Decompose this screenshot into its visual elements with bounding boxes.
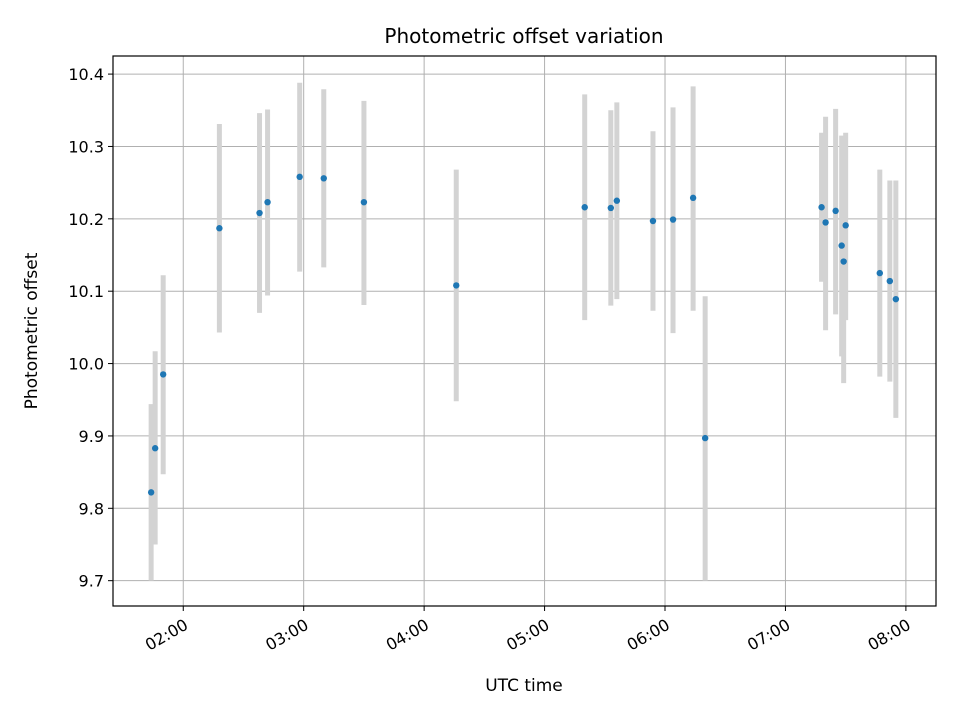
grid-lines: [113, 56, 936, 606]
y-tick-label: 10.0: [68, 355, 104, 374]
y-tick-label: 9.8: [79, 499, 104, 518]
data-point: [838, 242, 845, 249]
data-point: [886, 277, 894, 285]
x-axis-title: UTC time: [485, 676, 563, 696]
data-point: [296, 173, 303, 181]
y-tick-label: 10.2: [68, 210, 104, 229]
data-point: [151, 445, 159, 452]
data-point: [607, 204, 615, 212]
y-tick-label: 9.9: [79, 427, 104, 446]
chart-title: Photometric offset variation: [384, 24, 663, 48]
data-point: [669, 216, 677, 223]
data-point: [876, 269, 883, 277]
data-point: [264, 198, 271, 206]
y-tick-label: 10.4: [68, 65, 104, 84]
data-point: [822, 219, 829, 226]
data-point: [581, 204, 588, 211]
y-axis-title: Photometric offset: [22, 252, 42, 409]
data-point: [159, 371, 167, 378]
data-point: [216, 225, 223, 232]
data-point: [840, 258, 847, 265]
data-point: [701, 434, 709, 442]
data-point: [320, 175, 327, 182]
data-point: [613, 197, 621, 204]
data-point: [892, 295, 900, 303]
data-point: [842, 222, 849, 229]
data-point: [453, 282, 460, 289]
data-points: [147, 173, 900, 496]
y-tick-label: 9.7: [79, 572, 104, 591]
data-point: [147, 489, 155, 496]
data-point: [649, 217, 657, 225]
y-tick-label: 10.1: [68, 282, 104, 301]
data-point: [818, 204, 825, 211]
data-point: [689, 194, 697, 202]
plot-area-frame: [112, 55, 937, 607]
y-tick-label: 10.3: [68, 137, 104, 156]
data-point: [832, 207, 839, 215]
data-point: [256, 209, 263, 217]
data-point: [360, 198, 368, 206]
y-axis-ticks: 9.7 9.8 9.9 10.0 10.1 10.2 10.3 10.4: [68, 65, 113, 591]
